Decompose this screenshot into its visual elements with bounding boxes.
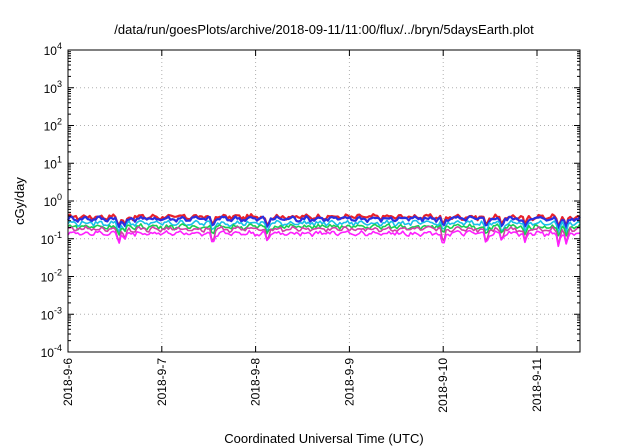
series-line [67, 219, 581, 234]
series-line [67, 215, 581, 230]
series-line [67, 229, 581, 248]
series-line [67, 225, 581, 247]
grid [68, 50, 580, 352]
chart-title: /data/run/goesPlots/archive/2018-09-11/1… [114, 22, 534, 37]
x-tick-label: 2018-9-7 [155, 358, 169, 406]
y-tick-label: 102 [44, 117, 62, 134]
y-tick-label: 10-1 [41, 230, 62, 247]
y-tick-label: 103 [44, 79, 62, 96]
x-tick-label: 2018-9-11 [530, 358, 544, 412]
x-tick-label: 2018-9-8 [249, 358, 263, 406]
y-tick-label: 104 [44, 41, 62, 58]
plot-series [67, 213, 581, 248]
y-axis: 10-4 10-3 10-2 10-1 100 101 102 103 104 [41, 41, 580, 360]
x-tick-label: 2018-9-6 [61, 358, 75, 406]
x-axis-label: Coordinated Universal Time (UTC) [224, 431, 423, 446]
y-tick-label: 100 [44, 192, 62, 209]
series-line [67, 213, 581, 228]
x-axis: 2018-9-6 2018-9-7 2018-9-8 2018-9-9 2018-9-1… [61, 50, 544, 413]
y-axis-label: cGy/day [12, 177, 27, 225]
x-tick-label: 2018-9-10 [436, 358, 450, 413]
y-tick-label: 10-3 [41, 305, 62, 322]
x-tick-label: 2018-9-9 [342, 358, 356, 406]
y-tick-label: 101 [44, 154, 62, 171]
y-tick-label: 10-2 [41, 268, 62, 285]
series-line [67, 223, 581, 237]
y-tick-label: 10-4 [41, 343, 62, 360]
